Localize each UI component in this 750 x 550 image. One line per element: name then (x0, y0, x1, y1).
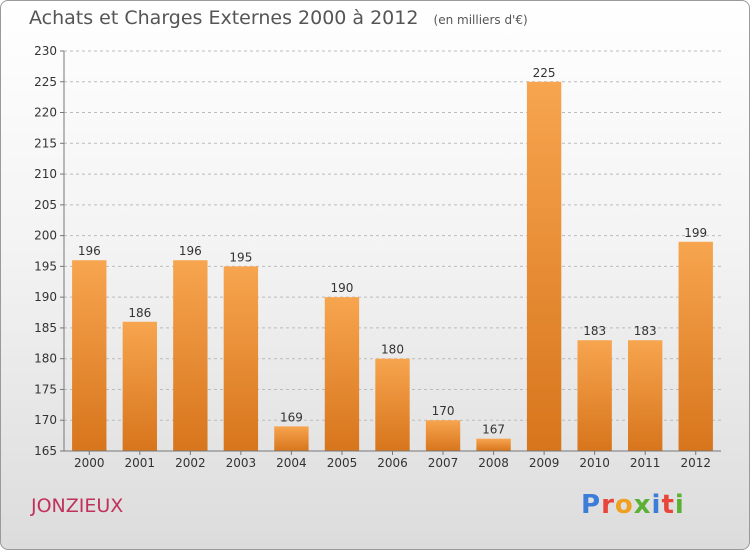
x-tick-label: 2010 (579, 456, 610, 470)
value-label: 225 (533, 66, 556, 80)
y-tick-label: 175 (34, 382, 57, 396)
x-tick-labels: 2000 2001 2002 2003 2004 2005 2006 2007 2008 2009… (74, 456, 711, 470)
proxiti-logo[interactable]: Proxiti (581, 490, 685, 520)
bar-2000 (72, 260, 107, 451)
x-tick-label: 2008 (478, 456, 509, 470)
y-tick-label: 210 (34, 167, 57, 181)
y-tick-label: 225 (34, 75, 57, 89)
value-label: 196 (179, 244, 202, 258)
value-label: 180 (381, 343, 404, 357)
chart-title: Achats et Charges Externes 2000 à 2012 (… (29, 7, 528, 29)
y-tick-label: 195 (34, 259, 57, 273)
value-label: 196 (78, 244, 101, 258)
x-tick-label: 2002 (175, 456, 206, 470)
value-label: 183 (583, 324, 606, 338)
bar-2011 (628, 340, 663, 451)
value-label: 186 (128, 306, 151, 320)
y-tick-label: 220 (34, 106, 57, 120)
bar-2004 (274, 426, 309, 451)
x-tick-label: 2001 (125, 456, 156, 470)
x-tick-label: 2011 (630, 456, 661, 470)
logo-letter: o (614, 490, 634, 520)
logo-letter: i (651, 490, 662, 520)
bar-2010 (577, 340, 612, 451)
bar-2005 (324, 297, 360, 451)
bar-2003 (223, 266, 259, 451)
y-tick-label: 165 (34, 444, 57, 458)
logo-letter: P (581, 490, 602, 520)
value-labels: 196 186 196 195 169 190 180 170 167 225 183 183 199 (78, 66, 707, 437)
logo-letter: r (601, 490, 615, 520)
logo-letter: i (674, 490, 685, 520)
x-tick-label: 2000 (74, 456, 105, 470)
y-tick-label: 230 (34, 44, 57, 58)
value-label: 195 (229, 250, 252, 264)
logo-letter: t (661, 490, 675, 520)
x-tick-label: 2003 (226, 456, 257, 470)
x-tick-label: 2007 (428, 456, 459, 470)
y-tick-label: 200 (34, 229, 57, 243)
commune-name: JONZIEUX (31, 495, 124, 517)
bar-2001 (122, 321, 157, 451)
bar-2009 (526, 81, 562, 452)
axes (60, 50, 721, 455)
value-label: 170 (432, 404, 455, 418)
bar-2008 (476, 438, 511, 451)
y-tick-label: 180 (34, 352, 57, 366)
x-tick-label: 2012 (680, 456, 711, 470)
value-label: 183 (634, 324, 657, 338)
chart-title-main: Achats et Charges Externes 2000 à 2012 (29, 7, 419, 29)
x-tick-label: 2004 (276, 456, 307, 470)
bar-2012 (678, 241, 713, 451)
y-tick-label: 190 (34, 290, 57, 304)
bar-2007 (425, 420, 461, 451)
y-tick-label: 170 (34, 413, 57, 427)
value-label: 169 (280, 410, 303, 424)
y-tick-label: 215 (34, 136, 57, 150)
x-tick-label: 2005 (327, 456, 358, 470)
bars (72, 81, 713, 452)
chart-title-unit: (en milliers d'€) (433, 13, 528, 27)
value-label: 199 (684, 226, 707, 240)
x-tick-label: 2009 (529, 456, 560, 470)
value-label: 167 (482, 423, 505, 437)
y-tick-label: 185 (34, 321, 57, 335)
y-tick-label: 205 (34, 198, 57, 212)
logo-letter: x (633, 490, 652, 520)
value-label: 190 (331, 281, 354, 295)
bar-2002 (173, 260, 208, 451)
bar-2006 (375, 358, 410, 451)
y-tick-labels: 165 170 175 180 185 190 195 200 205 210 215 220 225 2… (34, 44, 57, 458)
x-tick-label: 2006 (377, 456, 408, 470)
